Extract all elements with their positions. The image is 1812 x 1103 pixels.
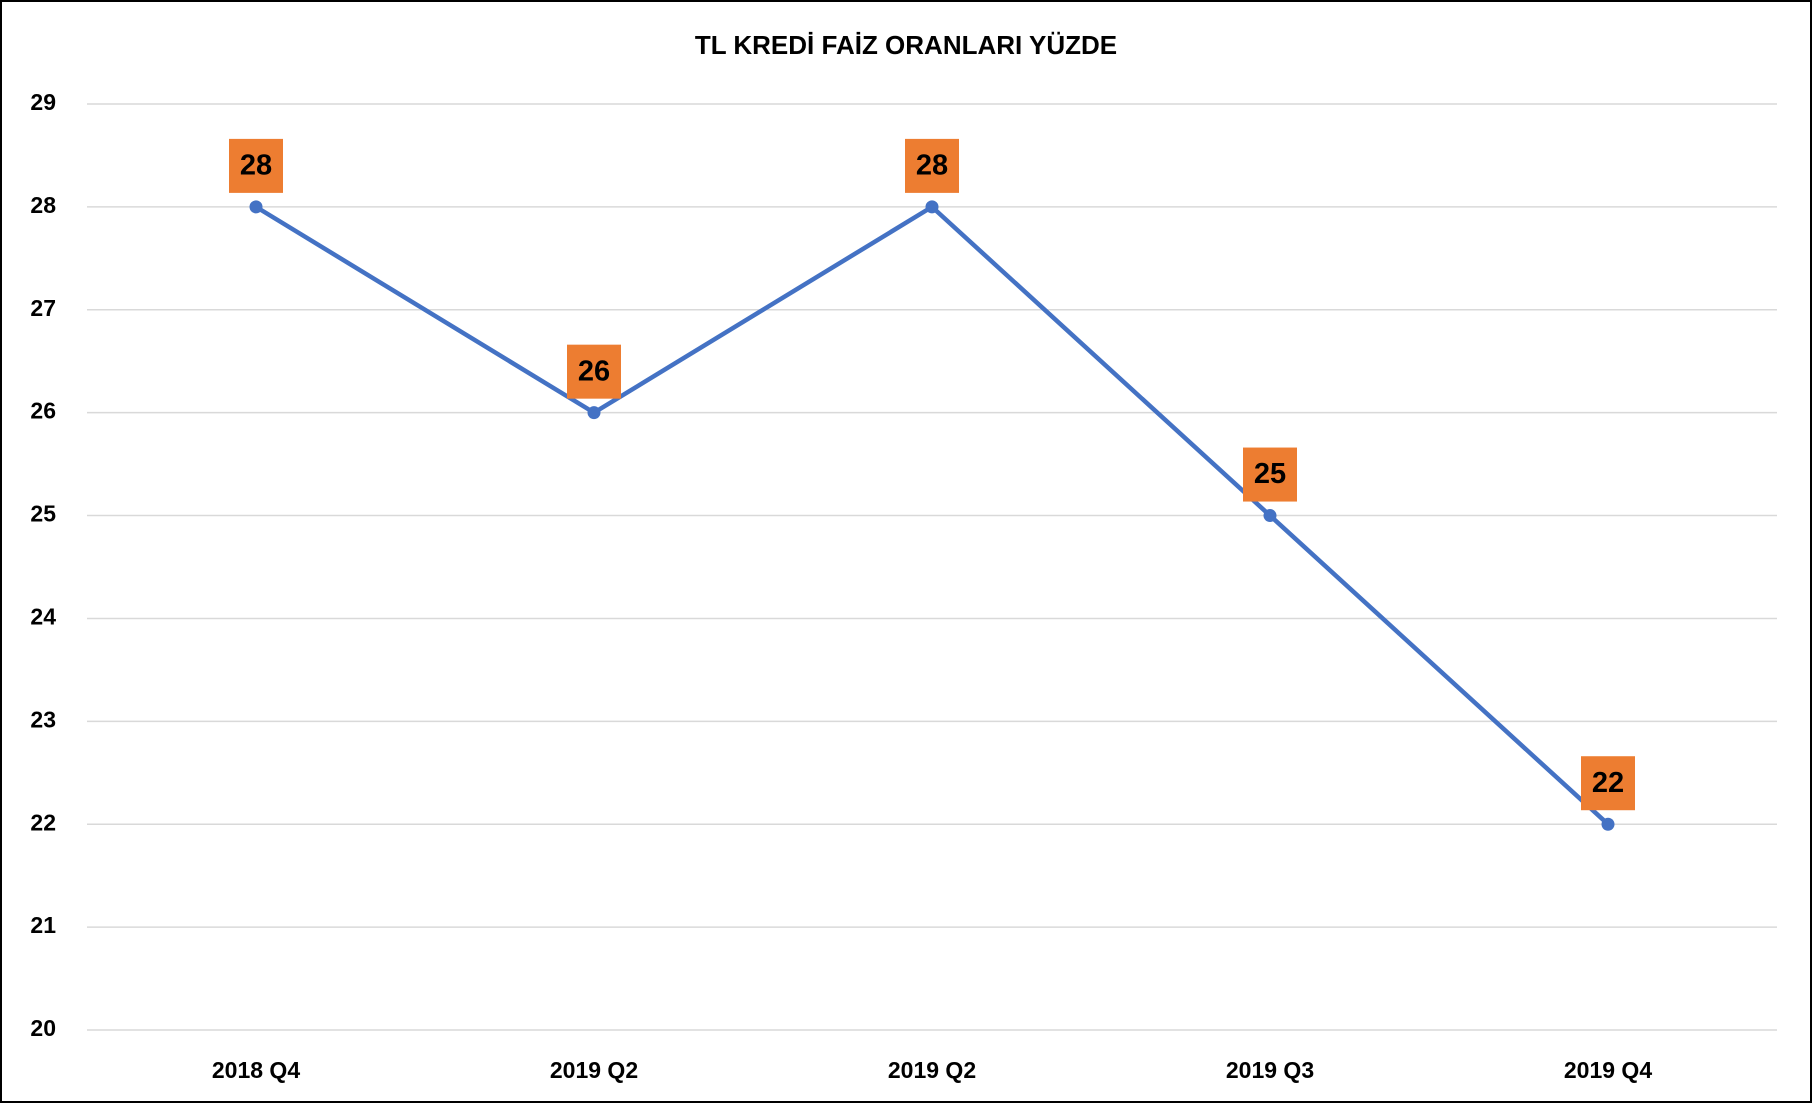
x-tick-label: 2019 Q3 — [1226, 1057, 1314, 1083]
y-tick-label: 24 — [30, 604, 56, 630]
y-tick-label: 29 — [30, 89, 56, 115]
point — [1263, 509, 1277, 523]
data-label-box — [567, 344, 621, 399]
y-tick-label: 21 — [30, 912, 56, 938]
y-tick-label: 20 — [30, 1015, 56, 1041]
point — [587, 406, 601, 420]
y-tick-label: 23 — [30, 706, 56, 732]
y-tick-label: 26 — [30, 398, 56, 424]
x-tick-label: 2018 Q4 — [212, 1057, 300, 1083]
point — [1601, 817, 1615, 831]
data-label: 22 — [1592, 767, 1624, 799]
data-label-box — [1581, 756, 1635, 811]
data-label: 26 — [578, 355, 610, 387]
y-tick-label: 28 — [30, 192, 56, 218]
data-label: 25 — [1254, 458, 1286, 490]
data-label-box — [1243, 447, 1297, 502]
chart-title: TL KREDİ FAİZ ORANLARI YÜZDE — [695, 30, 1117, 60]
x-tick-label: 2019 Q2 — [888, 1057, 976, 1083]
x-tick-label: 2019 Q4 — [1564, 1057, 1652, 1083]
data-label: 28 — [240, 150, 272, 182]
data-label: 28 — [916, 150, 948, 182]
x-tick-label: 2019 Q2 — [550, 1057, 638, 1083]
data-label-box — [229, 138, 283, 193]
y-tick-label: 22 — [30, 809, 56, 835]
data-label-box — [905, 138, 959, 193]
y-tick-label: 27 — [30, 295, 56, 321]
point — [925, 200, 939, 214]
point — [249, 200, 263, 214]
y-tick-label: 25 — [30, 501, 56, 527]
